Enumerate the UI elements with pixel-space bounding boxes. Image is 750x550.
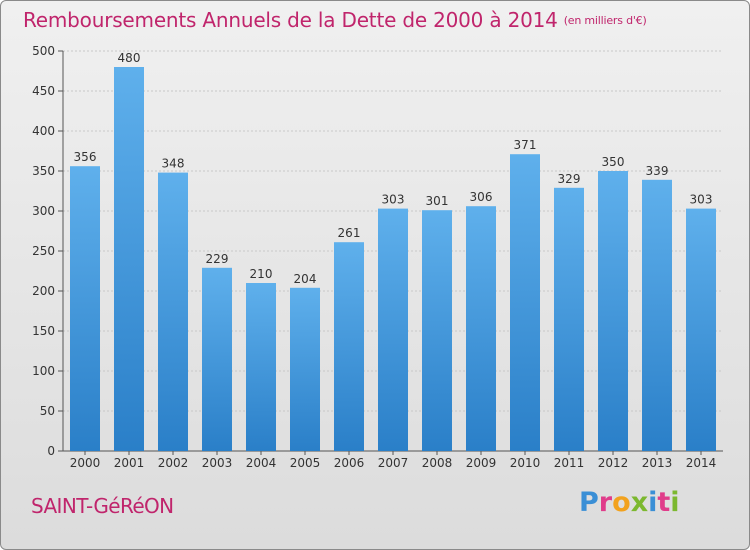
x-tick-label-2011: 2011 bbox=[554, 456, 585, 470]
title-text: Remboursements Annuels de la Dette de 20… bbox=[23, 8, 558, 32]
logo-letter: o bbox=[612, 487, 631, 518]
y-tick-label-350: 350 bbox=[32, 164, 55, 178]
bar-2006 bbox=[334, 242, 364, 451]
logo-letter: P bbox=[579, 487, 599, 518]
bar-2007 bbox=[378, 208, 408, 451]
bar-2010 bbox=[510, 154, 540, 451]
bar-2011 bbox=[554, 187, 584, 452]
x-tick-label-2012: 2012 bbox=[598, 456, 629, 470]
bar-2012 bbox=[598, 171, 628, 451]
bar-value-label-2011: 329 bbox=[558, 172, 581, 186]
bar-value-label-2009: 306 bbox=[470, 190, 493, 204]
logo-letter: t bbox=[657, 487, 671, 518]
x-tick-label-2005: 2005 bbox=[290, 456, 321, 470]
y-tick-label-300: 300 bbox=[32, 204, 55, 218]
city-name: SAINT-GéRéON bbox=[31, 494, 174, 518]
y-tick-label-0: 0 bbox=[47, 444, 55, 458]
x-tick-label-2013: 2013 bbox=[642, 456, 673, 470]
y-tick-label-150: 150 bbox=[32, 324, 55, 338]
logo-letter: i bbox=[648, 487, 658, 518]
x-tick-label-2004: 2004 bbox=[246, 456, 277, 470]
y-tick-label-500: 500 bbox=[32, 44, 55, 58]
bar-value-label-2013: 339 bbox=[646, 164, 669, 178]
y-tick-label-100: 100 bbox=[32, 364, 55, 378]
bar-2014 bbox=[686, 208, 716, 451]
y-tick-label-450: 450 bbox=[32, 84, 55, 98]
logo-letter: r bbox=[598, 487, 613, 518]
y-tick-label-200: 200 bbox=[32, 284, 55, 298]
bar-value-label-2007: 303 bbox=[382, 193, 405, 207]
title-unit: (en milliers d'€) bbox=[563, 14, 647, 27]
bar-2000 bbox=[70, 166, 100, 451]
bar-value-label-2002: 348 bbox=[162, 157, 185, 171]
bar-value-label-2003: 229 bbox=[206, 252, 229, 266]
bar-2001 bbox=[114, 67, 144, 451]
bar-value-label-2001: 480 bbox=[118, 51, 141, 65]
logo-letter: x bbox=[630, 487, 649, 518]
x-tick-label-2009: 2009 bbox=[466, 456, 497, 470]
bar-value-label-2006: 261 bbox=[338, 226, 361, 240]
bar-value-label-2008: 301 bbox=[426, 194, 449, 208]
bar-value-label-2005: 204 bbox=[294, 272, 317, 286]
x-tick-label-2006: 2006 bbox=[334, 456, 365, 470]
x-tick-label-2003: 2003 bbox=[202, 456, 233, 470]
bar-2004 bbox=[246, 283, 276, 451]
bar-2002 bbox=[158, 172, 188, 451]
bar-2009 bbox=[466, 206, 496, 451]
bar-2003 bbox=[202, 267, 232, 451]
x-tick-label-2000: 2000 bbox=[70, 456, 101, 470]
x-tick-label-2001: 2001 bbox=[114, 456, 145, 470]
bar-value-label-2010: 371 bbox=[514, 138, 537, 152]
proxiti-logo[interactable]: Proxiti bbox=[579, 487, 680, 518]
x-tick-label-2002: 2002 bbox=[158, 456, 189, 470]
x-tick-label-2014: 2014 bbox=[686, 456, 717, 470]
chart-title: Remboursements Annuels de la Dette de 20… bbox=[23, 8, 647, 32]
bar-value-label-2000: 356 bbox=[74, 150, 97, 164]
x-tick-label-2008: 2008 bbox=[422, 456, 453, 470]
y-tick-label-400: 400 bbox=[32, 124, 55, 138]
y-tick-label-50: 50 bbox=[40, 404, 55, 418]
bar-value-label-2004: 210 bbox=[250, 267, 273, 281]
logo-letter: i bbox=[670, 487, 680, 518]
bar-value-label-2012: 350 bbox=[602, 155, 625, 169]
y-tick-label-250: 250 bbox=[32, 244, 55, 258]
bar-value-label-2014: 303 bbox=[690, 193, 713, 207]
bar-2008 bbox=[422, 210, 452, 451]
bar-2005 bbox=[290, 287, 320, 451]
x-tick-label-2007: 2007 bbox=[378, 456, 409, 470]
x-tick-label-2010: 2010 bbox=[510, 456, 541, 470]
bar-2013 bbox=[642, 179, 672, 452]
